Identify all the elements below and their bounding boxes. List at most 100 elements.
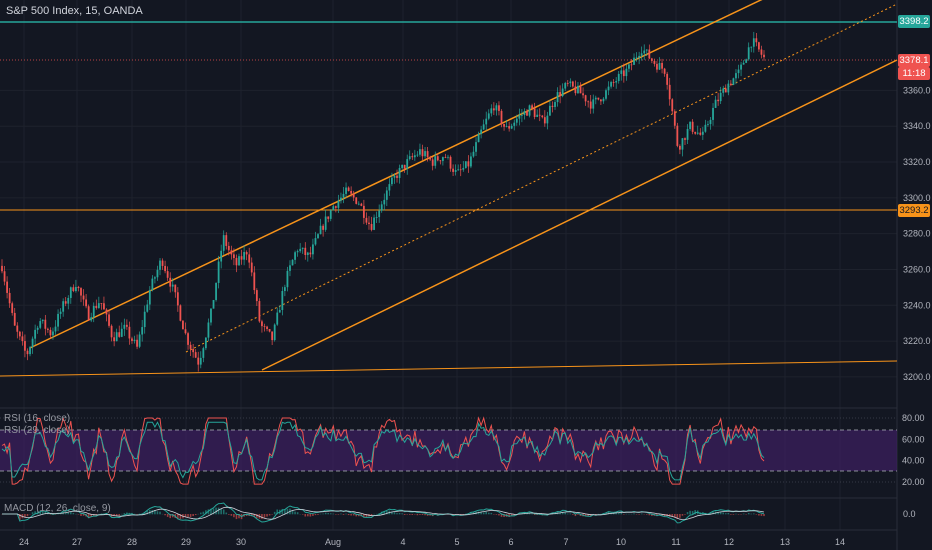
macd-bar — [730, 514, 732, 515]
candle — [584, 94, 587, 106]
candle — [31, 336, 34, 354]
candle — [724, 84, 727, 93]
macd-bar — [679, 514, 681, 518]
price-tick-label: 3360.0 — [903, 85, 931, 95]
candle — [625, 64, 628, 81]
macd-bar — [87, 514, 90, 519]
macd-bar — [322, 513, 324, 515]
candle — [691, 119, 694, 135]
macd-bar — [345, 513, 347, 515]
candle — [299, 243, 302, 253]
macd-bar — [508, 514, 510, 518]
macd-bar — [189, 514, 192, 517]
candle — [80, 287, 82, 303]
date-tick-label: 7 — [563, 537, 568, 547]
candle — [271, 331, 274, 346]
channel-lower-line[interactable] — [261, 59, 898, 371]
macd-bar — [674, 514, 676, 518]
candle — [388, 178, 391, 196]
candle — [169, 272, 172, 293]
candle — [551, 101, 554, 113]
resistance-price-tag: 3398.2 — [898, 15, 930, 28]
channel-median-line[interactable] — [185, 3, 898, 353]
candle — [714, 95, 717, 108]
candle — [362, 199, 365, 225]
macd-bar — [276, 509, 279, 515]
macd-bar — [513, 514, 516, 516]
candle — [406, 154, 409, 175]
macd-bar — [266, 514, 268, 517]
macd-bar — [309, 514, 312, 517]
candle — [95, 299, 98, 310]
macd-bar — [569, 513, 572, 515]
candle — [123, 318, 126, 336]
price-axis[interactable]: 3360.0 3340.0 3320.0 3300.0 3280.0 3260.0 3240… — [903, 85, 931, 381]
macd-bar — [564, 512, 567, 515]
rsi-29-legend[interactable]: RSI (29, close) — [4, 425, 71, 436]
macd-bar — [34, 511, 36, 515]
rsi-pane — [0, 416, 897, 485]
candle — [650, 57, 653, 64]
macd-bar — [340, 513, 342, 515]
candle — [523, 108, 526, 120]
candle — [6, 276, 8, 299]
candle — [276, 307, 279, 326]
macd-bar — [179, 514, 182, 520]
candle — [52, 327, 54, 340]
candle — [192, 344, 195, 358]
macd-bar — [70, 511, 72, 515]
candle — [97, 296, 100, 309]
candle — [350, 186, 353, 197]
candle — [24, 334, 26, 358]
macd-bar — [426, 514, 429, 516]
candle — [210, 308, 212, 326]
macd-bar — [205, 510, 207, 515]
time-axis[interactable]: 24 27 28 29 30 Aug 4 5 6 7 10 11 12 13 14 — [19, 537, 845, 547]
candle — [449, 155, 452, 172]
candle — [594, 95, 597, 105]
rsi-16-legend[interactable]: RSI (16, close) — [4, 413, 71, 424]
symbol-title[interactable]: S&P 500 Index, 15, OANDA — [6, 5, 143, 17]
macd-bar — [352, 514, 355, 516]
channel-lines[interactable] — [0, 0, 898, 377]
channel-upper-line[interactable] — [29, 0, 765, 349]
candle — [536, 109, 539, 118]
macd-bar — [531, 513, 533, 515]
macd-bar — [82, 514, 85, 516]
date-tick-label: 4 — [400, 537, 405, 547]
price-tick-label: 3320.0 — [903, 157, 931, 167]
candle — [268, 328, 271, 333]
macd-bar — [594, 514, 597, 515]
candle — [398, 164, 401, 184]
candle — [21, 331, 24, 346]
candle — [179, 304, 182, 322]
rsi-axis[interactable]: 80.00 60.00 40.00 20.00 — [902, 413, 925, 487]
candle — [747, 42, 750, 61]
macd-bar — [605, 512, 607, 515]
macd-bar — [159, 511, 161, 515]
macd-legend[interactable]: MACD (12, 26, close, 9) — [4, 503, 111, 514]
rsi-tick-label: 80.00 — [902, 413, 925, 423]
base-trendline[interactable] — [0, 360, 898, 377]
macd-bar — [324, 512, 327, 515]
candle — [526, 109, 528, 116]
candle — [658, 57, 661, 70]
macd-bar — [41, 510, 44, 515]
candle — [760, 45, 763, 59]
candle — [16, 322, 19, 339]
candle — [143, 305, 146, 334]
macd-bar — [24, 514, 26, 518]
candle — [470, 152, 472, 169]
macd-bar — [722, 512, 725, 515]
macd-bar — [146, 510, 149, 515]
macd-bar — [273, 511, 276, 515]
candle — [717, 92, 720, 106]
price-tick-label: 3220.0 — [903, 336, 931, 346]
candle — [673, 109, 676, 129]
macd-bar — [724, 513, 727, 515]
candle — [294, 250, 296, 265]
macd-bar — [495, 514, 498, 515]
macd-bar — [612, 513, 615, 515]
candle — [87, 304, 90, 321]
